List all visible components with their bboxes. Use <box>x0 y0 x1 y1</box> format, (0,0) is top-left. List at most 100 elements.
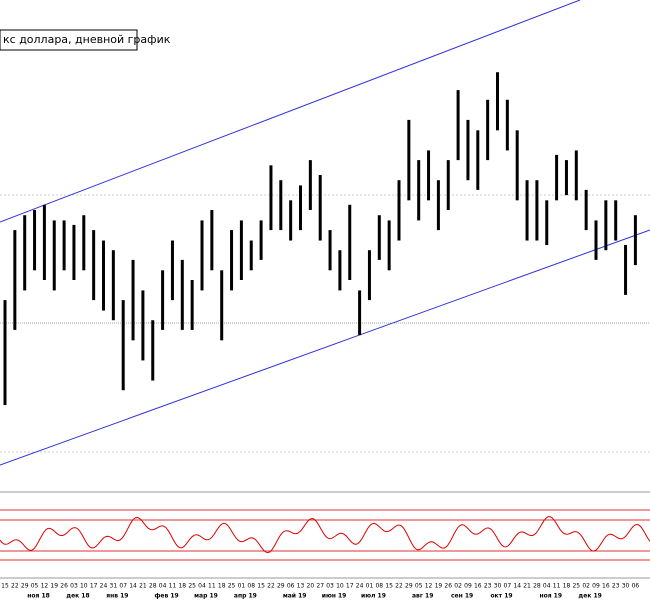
x-tick-label: 22 <box>395 583 403 590</box>
month-label: мар 19 <box>194 593 218 600</box>
x-tick-label: 19 <box>50 583 58 590</box>
price-bar <box>614 200 618 241</box>
x-tick-label: 19 <box>435 583 443 590</box>
x-tick-label: 04 <box>159 583 167 590</box>
month-label: апр 19 <box>234 593 257 600</box>
x-tick-label: 07 <box>504 583 512 590</box>
x-tick-label: 01 <box>238 583 246 590</box>
price-bar <box>279 180 283 231</box>
price-bar <box>397 180 401 241</box>
x-tick-label: 28 <box>149 583 157 590</box>
price-bar <box>92 230 96 301</box>
price-bar <box>407 119 411 201</box>
x-tick-label: 08 <box>247 583 255 590</box>
price-bar <box>525 180 529 241</box>
price-bar <box>269 165 273 231</box>
x-tick-label: 01 <box>366 583 374 590</box>
x-tick-label: 04 <box>198 583 206 590</box>
x-tick-label: 22 <box>11 583 19 590</box>
price-bar <box>328 230 332 271</box>
x-tick-label: 14 <box>513 583 521 590</box>
price-bar <box>555 154 559 201</box>
x-tick-label: 30 <box>494 583 502 590</box>
price-bar <box>131 259 135 341</box>
price-bar <box>62 220 66 271</box>
x-tick-label: 26 <box>60 583 68 590</box>
price-bar <box>42 204 46 280</box>
price-bar <box>624 245 628 295</box>
x-tick-label: 24 <box>356 583 364 590</box>
x-tick-label: 29 <box>277 583 285 590</box>
x-tick-label: 09 <box>592 583 600 590</box>
price-bar <box>456 90 460 161</box>
x-tick-label: 18 <box>178 583 186 590</box>
price-bar <box>436 180 440 231</box>
price-bar <box>387 220 391 271</box>
price-bar <box>161 270 165 330</box>
price-bar <box>111 250 115 321</box>
month-label: дек 19 <box>578 593 601 600</box>
price-bar <box>358 290 362 336</box>
x-tick-label: 10 <box>80 583 88 590</box>
price-bar <box>13 230 17 330</box>
x-tick-label: 05 <box>31 583 39 590</box>
price-bar <box>515 130 519 201</box>
price-bar <box>200 220 204 291</box>
price-bar <box>318 175 322 241</box>
x-tick-label: 06 <box>287 583 295 590</box>
month-label: дек 18 <box>66 593 89 600</box>
x-tick-label: 11 <box>169 583 177 590</box>
oscillator <box>0 516 650 554</box>
price-bars <box>3 72 637 406</box>
x-tick-label: 21 <box>139 583 147 590</box>
x-tick-label: 29 <box>21 583 29 590</box>
month-label: июн 19 <box>322 593 347 600</box>
price-bar <box>33 210 37 271</box>
price-bar <box>446 160 450 210</box>
price-bar <box>505 99 509 151</box>
x-tick-label: 30 <box>622 583 630 590</box>
x-tick-label: 25 <box>188 583 196 590</box>
x-tick-label: 27 <box>316 583 324 590</box>
x-tick-label: 12 <box>41 583 49 590</box>
x-tick-label: 04 <box>543 583 551 590</box>
x-tick-label: 18 <box>218 583 226 590</box>
price-bar <box>377 215 381 260</box>
price-bar <box>594 220 598 260</box>
x-tick-label: 11 <box>208 583 216 590</box>
price-bar <box>102 240 105 311</box>
x-tick-label: 23 <box>484 583 492 590</box>
price-bar <box>338 250 342 291</box>
month-label: июл 19 <box>361 593 386 600</box>
x-tick-label: 29 <box>405 583 413 590</box>
x-tick-label: 11 <box>553 583 561 590</box>
price-bar <box>141 290 145 361</box>
x-tick-label: 03 <box>70 583 78 590</box>
x-tick-label: 31 <box>110 583 118 590</box>
month-label: ноя 19 <box>539 593 562 600</box>
x-tick-label: 02 <box>582 583 590 590</box>
x-tick-label: 15 <box>257 583 265 590</box>
month-label: янв 19 <box>106 593 128 600</box>
price-bar <box>230 230 234 291</box>
price-bar <box>289 200 293 241</box>
x-tick-label: 05 <box>415 583 423 590</box>
price-bar <box>299 185 302 231</box>
x-tick-label: 17 <box>346 583 354 590</box>
price-bar <box>348 204 352 280</box>
x-tick-label: 24 <box>100 583 108 590</box>
price-bar <box>633 215 637 266</box>
price-bar <box>220 270 224 341</box>
price-bar <box>308 160 312 210</box>
price-bar <box>190 280 194 330</box>
month-label: май 19 <box>283 593 307 600</box>
price-bar <box>417 160 421 221</box>
x-tick-label: 16 <box>602 583 610 590</box>
price-bar <box>584 189 588 231</box>
month-label: ноя 18 <box>27 593 50 600</box>
price-bar <box>259 220 263 260</box>
x-tick-label: 20 <box>307 583 315 590</box>
x-tick-label: 23 <box>612 583 620 590</box>
price-bar <box>170 240 174 301</box>
